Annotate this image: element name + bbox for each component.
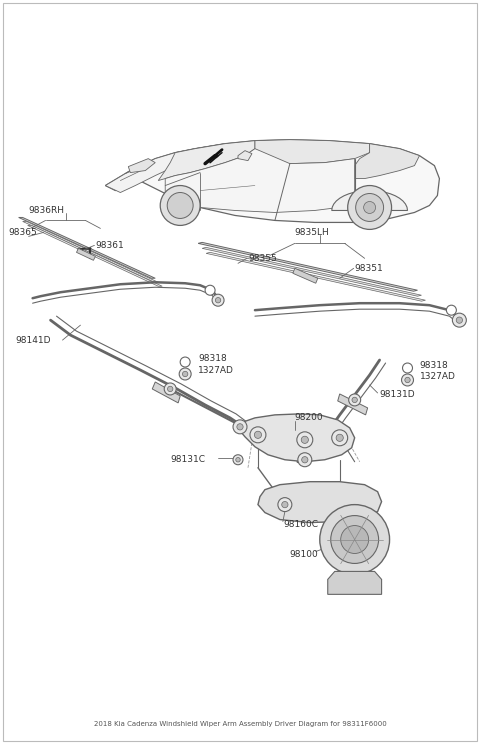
Circle shape xyxy=(348,185,392,229)
Polygon shape xyxy=(106,140,439,222)
Text: 98351: 98351 xyxy=(355,264,384,273)
Text: 98141D: 98141D xyxy=(16,336,51,344)
Circle shape xyxy=(216,298,221,303)
Circle shape xyxy=(402,374,413,386)
Polygon shape xyxy=(332,190,408,211)
Text: 98131C: 98131C xyxy=(170,455,205,464)
Circle shape xyxy=(331,516,379,563)
Text: 1327AD: 1327AD xyxy=(420,373,456,382)
Circle shape xyxy=(182,371,188,376)
Text: 2018 Kia Cadenza Windshield Wiper Arm Assembly Driver Diagram for 98311F6000: 2018 Kia Cadenza Windshield Wiper Arm As… xyxy=(94,721,386,727)
Circle shape xyxy=(180,357,190,367)
Polygon shape xyxy=(19,217,155,278)
Circle shape xyxy=(282,501,288,507)
Text: 98100: 98100 xyxy=(290,550,319,559)
Circle shape xyxy=(405,377,410,382)
Polygon shape xyxy=(198,243,418,291)
Circle shape xyxy=(352,397,357,403)
Polygon shape xyxy=(28,225,162,286)
Circle shape xyxy=(298,453,312,466)
Polygon shape xyxy=(255,140,370,164)
Polygon shape xyxy=(202,247,421,296)
Text: 1327AD: 1327AD xyxy=(198,365,234,374)
Circle shape xyxy=(403,363,412,373)
Polygon shape xyxy=(293,269,318,283)
Circle shape xyxy=(179,368,191,380)
Circle shape xyxy=(297,432,313,448)
Text: 9835LH: 9835LH xyxy=(295,228,330,237)
Circle shape xyxy=(254,432,262,438)
Circle shape xyxy=(336,434,343,441)
Polygon shape xyxy=(338,394,368,415)
Polygon shape xyxy=(165,149,355,213)
Circle shape xyxy=(205,285,215,295)
Polygon shape xyxy=(106,144,225,193)
Circle shape xyxy=(233,455,243,465)
Circle shape xyxy=(356,193,384,222)
Circle shape xyxy=(301,457,308,463)
Text: 98200: 98200 xyxy=(295,414,324,423)
Text: 98131D: 98131D xyxy=(380,391,415,400)
Polygon shape xyxy=(206,252,425,301)
Polygon shape xyxy=(258,481,382,522)
Polygon shape xyxy=(355,144,420,179)
Polygon shape xyxy=(23,222,158,282)
Polygon shape xyxy=(235,414,355,462)
Circle shape xyxy=(164,383,176,395)
Text: 98318: 98318 xyxy=(198,353,227,362)
Circle shape xyxy=(446,305,456,315)
Text: 98361: 98361 xyxy=(96,241,124,250)
Circle shape xyxy=(212,294,224,307)
Polygon shape xyxy=(158,141,255,181)
Text: 9836RH: 9836RH xyxy=(29,206,65,215)
Text: 98160C: 98160C xyxy=(283,520,318,529)
Polygon shape xyxy=(76,248,96,260)
Text: 98318: 98318 xyxy=(420,361,448,370)
Circle shape xyxy=(301,436,309,443)
Text: 98355: 98355 xyxy=(248,254,277,263)
Text: 98365: 98365 xyxy=(9,228,37,237)
Circle shape xyxy=(168,386,173,391)
Circle shape xyxy=(237,423,243,430)
Circle shape xyxy=(332,430,348,446)
Circle shape xyxy=(452,313,467,327)
Polygon shape xyxy=(128,158,155,173)
Circle shape xyxy=(341,525,369,554)
Circle shape xyxy=(278,498,292,512)
Circle shape xyxy=(160,185,200,225)
Circle shape xyxy=(348,394,360,406)
Circle shape xyxy=(456,317,463,324)
Circle shape xyxy=(320,504,390,574)
Circle shape xyxy=(236,458,240,462)
Circle shape xyxy=(233,420,247,434)
Polygon shape xyxy=(328,571,382,594)
Polygon shape xyxy=(152,382,180,403)
Circle shape xyxy=(167,193,193,219)
Circle shape xyxy=(364,202,376,214)
Polygon shape xyxy=(238,150,252,161)
Circle shape xyxy=(250,427,266,443)
